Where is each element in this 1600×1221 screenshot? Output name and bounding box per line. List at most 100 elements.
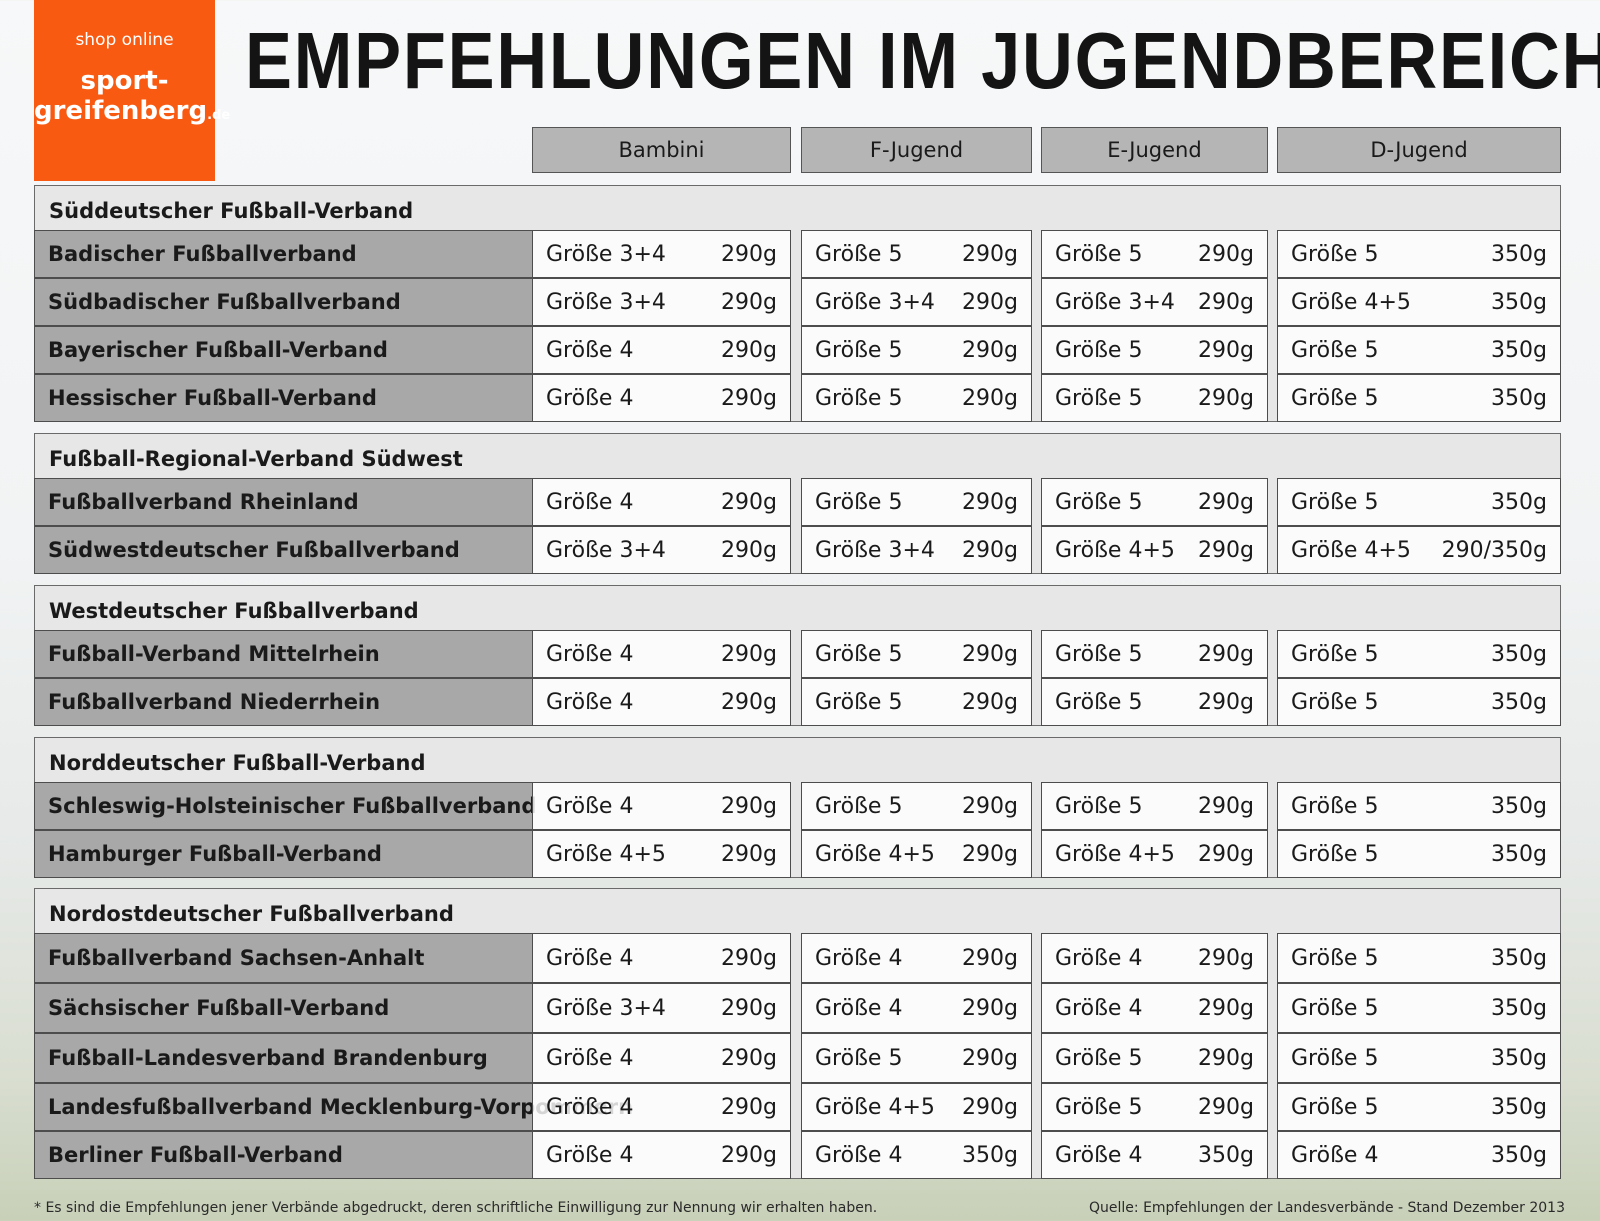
table-row: Landesfußballverband Mecklenburg-Vorpomm…: [34, 1083, 1561, 1131]
cell-bambini: Größe 4 290g: [532, 326, 791, 374]
ball-weight: 350g: [1491, 1045, 1547, 1071]
ball-weight: 290g: [721, 995, 777, 1021]
cell-f-jugend: Größe 5 290g: [801, 678, 1032, 726]
ball-size: Größe 5: [1291, 793, 1379, 819]
ball-weight: 290g: [721, 793, 777, 819]
cell-d-jugend: Größe 5 350g: [1277, 630, 1561, 678]
cell-f-jugend: Größe 4 290g: [801, 983, 1032, 1033]
association-name: Bayerischer Fußball-Verband: [34, 326, 533, 374]
ball-weight: 350g: [962, 1142, 1018, 1168]
column-header-f-jugend: F-Jugend: [801, 127, 1032, 173]
table-row: Südbadischer Fußballverband Größe 3+4 290g…: [34, 278, 1561, 326]
ball-size: Größe 5: [1291, 641, 1379, 667]
association-name: Südwestdeutscher Fußballverband: [34, 526, 533, 574]
ball-size: Größe 5: [1291, 489, 1379, 515]
cell-e-jugend: Größe 4 350g: [1041, 1131, 1268, 1179]
column-header-e-jugend: E-Jugend: [1041, 127, 1268, 173]
ball-size: Größe 3+4: [546, 289, 666, 315]
ball-weight: 350g: [1491, 945, 1547, 971]
association-name: Hamburger Fußball-Verband: [34, 830, 533, 878]
cell-d-jugend: Größe 5 350g: [1277, 830, 1561, 878]
logo[interactable]: shop online sport- greifenberg.de: [34, 0, 230, 181]
table-row: Fußball-Landesverband Brandenburg Größe 4…: [34, 1033, 1561, 1083]
ball-size: Größe 5: [1055, 1094, 1143, 1120]
cell-f-jugend: Größe 5 290g: [801, 374, 1032, 422]
cell-d-jugend: Größe 5 350g: [1277, 1083, 1561, 1131]
ball-size: Größe 5: [815, 385, 903, 411]
ball-weight: 290g: [1198, 641, 1254, 667]
association-name: Fußballverband Sachsen-Anhalt: [34, 933, 533, 983]
cell-f-jugend: Größe 4 290g: [801, 933, 1032, 983]
ball-size: Größe 4: [546, 385, 634, 411]
cell-f-jugend: Größe 5 290g: [801, 230, 1032, 278]
group-title: Süddeutscher Fußball-Verband: [49, 199, 414, 223]
ball-weight: 350g: [1491, 489, 1547, 515]
cell-d-jugend: Größe 5 350g: [1277, 230, 1561, 278]
ball-size: Größe 5: [1291, 841, 1379, 867]
source-note: Quelle: Empfehlungen der Landesverbände …: [1089, 1200, 1565, 1216]
ball-weight: 350g: [1491, 793, 1547, 819]
ball-size: Größe 3+4: [546, 995, 666, 1021]
cell-bambini: Größe 4 290g: [532, 1083, 791, 1131]
cell-bambini: Größe 3+4 290g: [532, 278, 791, 326]
association-name: Berliner Fußball-Verband: [34, 1131, 533, 1179]
ball-weight: 290g: [1198, 289, 1254, 315]
cell-e-jugend: Größe 4+5 290g: [1041, 526, 1268, 574]
ball-size: Größe 4: [1055, 1142, 1143, 1168]
ball-weight: 350g: [1491, 241, 1547, 267]
association-name: Badischer Fußballverband: [34, 230, 533, 278]
group-title: Fußball-Regional-Verband Südwest: [49, 447, 463, 471]
ball-size: Größe 4: [546, 1142, 634, 1168]
ball-weight: 290g: [962, 241, 1018, 267]
ball-weight: 290g: [721, 689, 777, 715]
cell-f-jugend: Größe 3+4 290g: [801, 278, 1032, 326]
ball-size: Größe 5: [815, 793, 903, 819]
cell-f-jugend: Größe 5 290g: [801, 478, 1032, 526]
ball-weight: 290g: [962, 793, 1018, 819]
ball-size: Größe 5: [1055, 385, 1143, 411]
ball-size: Größe 4: [1055, 945, 1143, 971]
ball-size: Größe 3+4: [546, 241, 666, 267]
cell-d-jugend: Größe 4+5 350g: [1277, 278, 1561, 326]
ball-size: Größe 4+5: [1291, 289, 1411, 315]
ball-weight: 350g: [1491, 641, 1547, 667]
logo-brand-line1: sport-: [80, 66, 169, 96]
cell-e-jugend: Größe 5 290g: [1041, 1033, 1268, 1083]
ball-size: Größe 4+5: [815, 841, 935, 867]
cell-e-jugend: Größe 5 290g: [1041, 478, 1268, 526]
ball-size: Größe 5: [815, 241, 903, 267]
cell-bambini: Größe 4 290g: [532, 933, 791, 983]
ball-size: Größe 5: [1291, 995, 1379, 1021]
ball-size: Größe 5: [1291, 945, 1379, 971]
ball-weight: 290g: [1198, 1045, 1254, 1071]
ball-weight: 290g: [721, 1045, 777, 1071]
ball-weight: 350g: [1491, 385, 1547, 411]
table-row: Bayerischer Fußball-Verband Größe 4 290g Gr…: [34, 326, 1561, 374]
ball-weight: 290g: [962, 995, 1018, 1021]
cell-bambini: Größe 4 290g: [532, 678, 791, 726]
association-name: Fußballverband Rheinland: [34, 478, 533, 526]
ball-weight: 350g: [1491, 841, 1547, 867]
ball-weight: 350g: [1491, 995, 1547, 1021]
cell-d-jugend: Größe 4 350g: [1277, 1131, 1561, 1179]
cell-f-jugend: Größe 4+5 290g: [801, 1083, 1032, 1131]
cell-bambini: Größe 4 290g: [532, 374, 791, 422]
association-name: Südbadischer Fußballverband: [34, 278, 533, 326]
cell-e-jugend: Größe 3+4 290g: [1041, 278, 1268, 326]
ball-size: Größe 4: [546, 945, 634, 971]
cell-e-jugend: Größe 4+5 290g: [1041, 830, 1268, 878]
cell-d-jugend: Größe 5 350g: [1277, 374, 1561, 422]
ball-weight: 290g: [721, 489, 777, 515]
ball-size: Größe 5: [1055, 241, 1143, 267]
ball-weight: 290g: [962, 1045, 1018, 1071]
ball-weight: 290g: [721, 1094, 777, 1120]
ball-weight: 290g: [1198, 489, 1254, 515]
ball-weight: 290/350g: [1441, 537, 1547, 563]
ball-size: Größe 5: [1055, 689, 1143, 715]
ball-weight: 290g: [721, 641, 777, 667]
cell-bambini: Größe 4 290g: [532, 782, 791, 830]
cell-f-jugend: Größe 4 350g: [801, 1131, 1032, 1179]
ball-size: Größe 4: [815, 995, 903, 1021]
ball-size: Größe 4: [815, 1142, 903, 1168]
ball-size: Größe 5: [1291, 241, 1379, 267]
